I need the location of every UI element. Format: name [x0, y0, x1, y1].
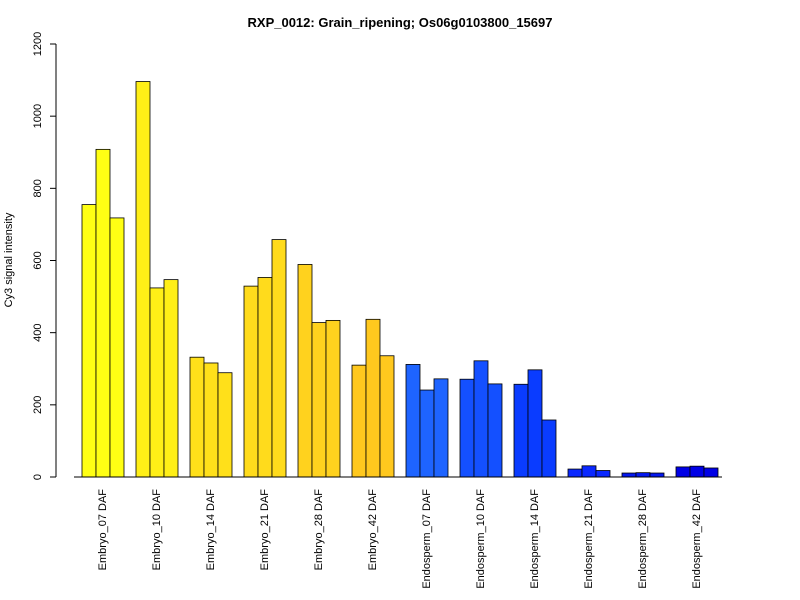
bar [257, 277, 273, 478]
y-axis-label: Cy3 signal intensity [3, 212, 15, 307]
x-axis-labels: Embryo_07 DAF Embryo_10 DAF Embryo_14 DAF E… [97, 489, 703, 589]
bar [433, 378, 449, 478]
bar [541, 419, 557, 478]
bar [527, 369, 543, 478]
x-tick-label: Endosperm_07 DAF [421, 489, 433, 589]
x-tick-label: Endosperm_10 DAF [475, 489, 487, 589]
bars [81, 81, 719, 478]
x-tick-label: Endosperm_28 DAF [637, 489, 649, 589]
y-tick-label: 1000 [32, 104, 44, 128]
bar [149, 287, 165, 478]
y-axis: 0 200 400 600 800 1000 1200 [32, 32, 57, 480]
bar [189, 356, 205, 478]
bar [271, 239, 287, 478]
bar [595, 470, 611, 478]
y-tick-label: 600 [32, 251, 44, 269]
bar [379, 355, 395, 478]
bar [459, 378, 475, 478]
bar [419, 389, 435, 478]
bar [203, 362, 219, 478]
bar [649, 472, 665, 478]
x-tick-label: Endosperm_21 DAF [583, 489, 595, 589]
bar [325, 319, 341, 478]
x-tick-label: Embryo_28 DAF [313, 489, 325, 571]
bar [135, 81, 151, 478]
bar [311, 322, 327, 478]
bar [635, 472, 651, 478]
bar [513, 383, 529, 478]
y-tick-label: 400 [32, 323, 44, 341]
bar [109, 217, 125, 478]
bar [487, 383, 503, 478]
x-tick-label: Embryo_07 DAF [97, 489, 109, 571]
bar [163, 279, 179, 478]
x-tick-label: Embryo_42 DAF [367, 489, 379, 571]
bar [621, 472, 637, 478]
x-tick-label: Embryo_14 DAF [205, 489, 217, 571]
bar [473, 360, 489, 478]
y-tick-label: 1200 [32, 32, 44, 56]
bar [581, 465, 597, 478]
y-tick-label: 0 [32, 474, 44, 480]
bar [567, 468, 583, 478]
bar [365, 318, 381, 478]
bar [675, 466, 691, 478]
bar [297, 264, 313, 478]
bar [689, 465, 705, 478]
bar [405, 364, 421, 478]
bar [217, 372, 233, 478]
bar [81, 204, 97, 478]
bar [351, 364, 367, 478]
bar [703, 467, 719, 478]
y-tick-label: 800 [32, 179, 44, 197]
x-tick-label: Embryo_10 DAF [151, 489, 163, 571]
bar [95, 148, 111, 478]
bar [243, 285, 259, 478]
chart-title: RXP_0012: Grain_ripening; Os06g0103800_1… [248, 15, 553, 30]
x-tick-label: Endosperm_14 DAF [529, 489, 541, 589]
x-tick-label: Embryo_21 DAF [259, 489, 271, 571]
y-tick-label: 200 [32, 396, 44, 414]
x-tick-label: Endosperm_42 DAF [691, 489, 703, 589]
